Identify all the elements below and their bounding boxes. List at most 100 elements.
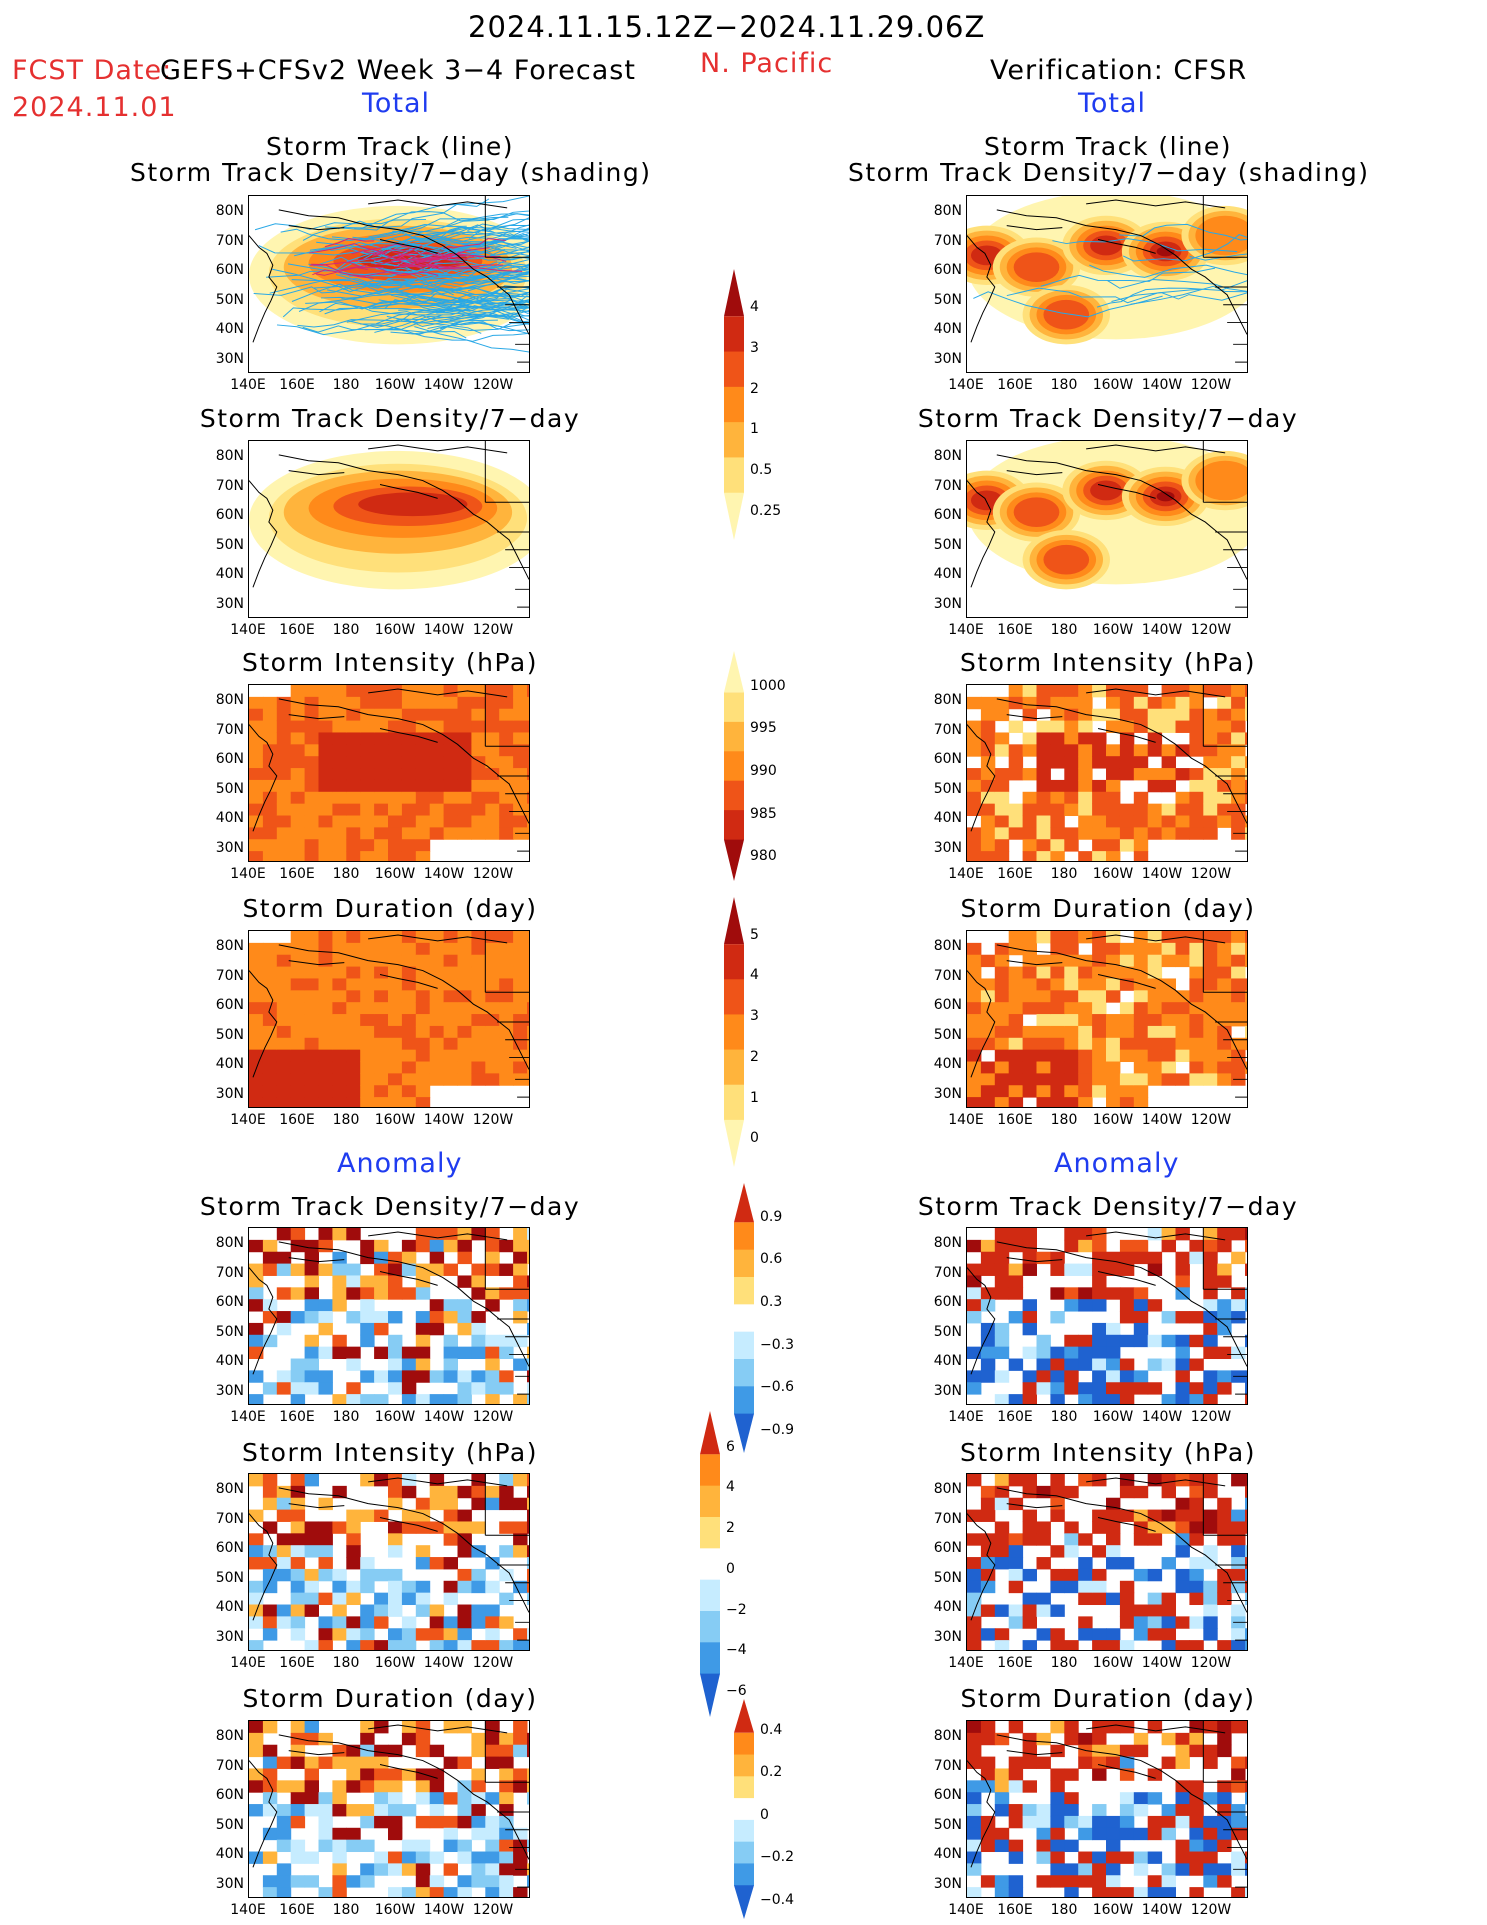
lat-label: 80N (215, 1235, 244, 1251)
lat-label: 40N (933, 566, 962, 582)
colorbar-tick-label: 2 (750, 380, 759, 397)
lon-label: 120W (472, 377, 514, 393)
title-intensity-anom-right: Storm Intensity (hPa) (960, 1438, 1256, 1467)
lon-label: 160W (1092, 1655, 1134, 1671)
lat-label: 70N (215, 1264, 244, 1281)
lon-label: 180 (1050, 1655, 1078, 1671)
lat-label: 70N (933, 1510, 962, 1527)
lon-label: 120W (1190, 1655, 1232, 1671)
lon-label: 160E (279, 1655, 315, 1671)
lat-label: 30N (933, 595, 962, 612)
fcst-date-label: FCST Date: (12, 55, 173, 86)
colorbar-tick-label: −0.2 (760, 1849, 794, 1866)
lon-label: 140E (230, 866, 266, 882)
lon-label: 140W (1141, 1409, 1183, 1425)
lon-label: 160E (997, 622, 1033, 638)
lat-label: 40N (933, 1353, 962, 1369)
lat-label: 80N (215, 692, 244, 708)
lat-label: 80N (933, 1235, 962, 1251)
lon-label: 160E (279, 1409, 315, 1425)
lat-label: 40N (933, 1056, 962, 1072)
lon-label: 140E (948, 622, 984, 638)
colorbar-tick-label: 995 (750, 720, 777, 737)
lat-label: 70N (215, 1510, 244, 1527)
lon-label: 180 (332, 1902, 360, 1918)
fcst-date: 2024.11.01 (12, 92, 177, 123)
lat-label: 40N (933, 1846, 962, 1862)
map-duration-forecast (248, 930, 530, 1108)
lon-label: 160W (1092, 1902, 1134, 1918)
lat-label: 50N (215, 536, 244, 553)
lat-label: 40N (215, 810, 244, 826)
title-track-line-right: Storm Track (line) (983, 132, 1233, 161)
lat-label: 60N (215, 1540, 244, 1556)
colorbar-tick-label: 990 (750, 763, 777, 780)
lat-label: 70N (933, 721, 962, 738)
lon-label: 160W (1092, 622, 1134, 638)
lon-label: 140W (1141, 1902, 1183, 1918)
lon-label: 120W (472, 1409, 514, 1425)
lon-label: 160W (374, 1409, 416, 1425)
lat-label: 80N (933, 1481, 962, 1497)
lat-label: 80N (933, 1728, 962, 1744)
lon-label: 160E (279, 866, 315, 882)
lat-label: 30N (215, 1628, 244, 1645)
lon-label: 140E (948, 1112, 984, 1128)
map-duration-anomaly-verification (966, 1720, 1248, 1898)
lat-label: 50N (215, 1323, 244, 1340)
lat-label: 80N (933, 938, 962, 954)
lon-label: 120W (1190, 1409, 1232, 1425)
colorbar-tick-label: −0.9 (760, 1421, 794, 1438)
lat-label: 30N (215, 1875, 244, 1892)
lat-label: 60N (933, 997, 962, 1013)
title-density-left: Storm Track Density/7−day (199, 404, 581, 433)
colorbar-tick-label: 0.5 (750, 462, 773, 479)
lon-label: 140W (423, 866, 465, 882)
map-intensity-verification (966, 684, 1248, 862)
title-intensity-left: Storm Intensity (hPa) (242, 648, 538, 677)
lon-label: 140W (423, 1655, 465, 1671)
lat-label: 50N (933, 1323, 962, 1340)
lon-label: 140E (230, 1409, 266, 1425)
lon-label: 140W (423, 1902, 465, 1918)
lat-label: 30N (215, 595, 244, 612)
total-label-right: Total (1078, 88, 1147, 119)
lon-label: 120W (472, 1112, 514, 1128)
lon-label: 160E (279, 1112, 315, 1128)
lat-label: 30N (933, 839, 962, 856)
lon-label: 120W (472, 1902, 514, 1918)
lat-label: 80N (215, 938, 244, 954)
map-track-forecast (248, 195, 530, 373)
lon-label: 160E (279, 622, 315, 638)
lat-label: 40N (215, 1056, 244, 1072)
model-label: GEFS+CFSv2 Week 3−4 Forecast (160, 55, 636, 86)
map-density-forecast (248, 440, 530, 618)
lon-label: 140E (230, 1902, 266, 1918)
lon-label: 140E (230, 1112, 266, 1128)
lon-label: 140E (948, 1902, 984, 1918)
title-density-anom-right: Storm Track Density/7−day (917, 1192, 1299, 1221)
lon-label: 140W (1141, 622, 1183, 638)
lat-label: 30N (933, 1628, 962, 1645)
lat-label: 80N (215, 448, 244, 464)
lon-label: 160E (997, 377, 1033, 393)
lat-label: 80N (215, 1728, 244, 1744)
lon-label: 180 (1050, 1409, 1078, 1425)
lat-label: 80N (215, 203, 244, 219)
title-intensity-right: Storm Intensity (hPa) (960, 648, 1256, 677)
lon-label: 160W (374, 1655, 416, 1671)
colorbar-tick-label: 0.2 (760, 1764, 783, 1781)
lon-label: 180 (332, 622, 360, 638)
lon-label: 160E (997, 866, 1033, 882)
lat-label: 60N (215, 997, 244, 1013)
lon-label: 120W (1190, 1112, 1232, 1128)
title-density-anom-left: Storm Track Density/7−day (199, 1192, 581, 1221)
lat-label: 50N (215, 291, 244, 308)
lon-label: 160W (374, 1112, 416, 1128)
lon-label: 140W (1141, 377, 1183, 393)
lon-label: 140E (948, 1409, 984, 1425)
colorbar-tick-label: 0.6 (760, 1251, 783, 1268)
colorbar-tick-label: −6 (726, 1683, 747, 1700)
colorbar-intensity-anomaly: 6 4 2 0 −2 −4 −6 (700, 1408, 747, 1720)
lat-label: 40N (215, 566, 244, 582)
